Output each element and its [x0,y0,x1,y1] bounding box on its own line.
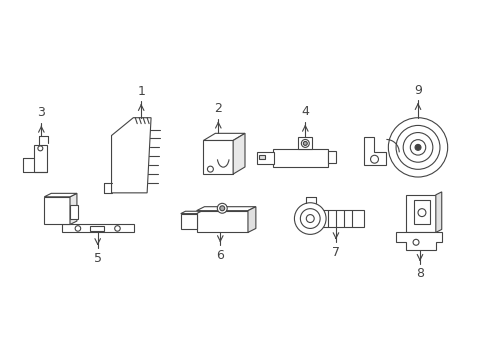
Text: 1: 1 [137,85,145,98]
Bar [203,140,233,174]
Polygon shape [112,118,151,193]
Circle shape [396,125,440,169]
Circle shape [294,203,326,234]
Bar [196,211,248,233]
Polygon shape [196,207,256,211]
Bar [70,205,78,219]
Text: 2: 2 [214,102,222,115]
Polygon shape [44,193,77,197]
Text: 9: 9 [414,84,422,96]
Circle shape [115,226,120,231]
Bar [272,149,328,167]
Bar [259,155,265,159]
Text: 5: 5 [94,252,102,265]
Circle shape [75,226,81,231]
Polygon shape [203,133,245,140]
Circle shape [306,215,314,222]
Polygon shape [436,192,442,233]
Circle shape [389,118,448,177]
Text: 3: 3 [37,106,45,119]
Bar [44,197,70,225]
Polygon shape [364,138,387,165]
Bar [181,213,196,229]
Bar [328,151,336,163]
Text: 4: 4 [301,105,309,118]
Polygon shape [62,225,134,233]
Polygon shape [70,193,77,225]
Bar [298,138,312,149]
Polygon shape [396,233,442,250]
Circle shape [38,146,43,151]
Circle shape [218,203,227,213]
Bar [314,210,364,228]
Polygon shape [34,145,47,172]
Circle shape [413,239,419,245]
Circle shape [410,140,426,155]
Bar [90,226,103,231]
Polygon shape [248,207,256,233]
Bar [257,152,274,164]
Polygon shape [181,211,201,213]
Text: 8: 8 [416,267,424,280]
Circle shape [403,132,433,162]
Circle shape [301,139,309,147]
Bar [406,195,436,233]
Text: 6: 6 [217,249,224,262]
Circle shape [418,209,426,217]
Circle shape [415,144,421,150]
Circle shape [207,166,213,172]
Circle shape [370,155,378,163]
Polygon shape [233,133,245,174]
Text: 7: 7 [332,246,340,259]
Bar [414,200,430,225]
Circle shape [220,206,225,211]
Circle shape [300,209,320,229]
Circle shape [303,141,307,145]
